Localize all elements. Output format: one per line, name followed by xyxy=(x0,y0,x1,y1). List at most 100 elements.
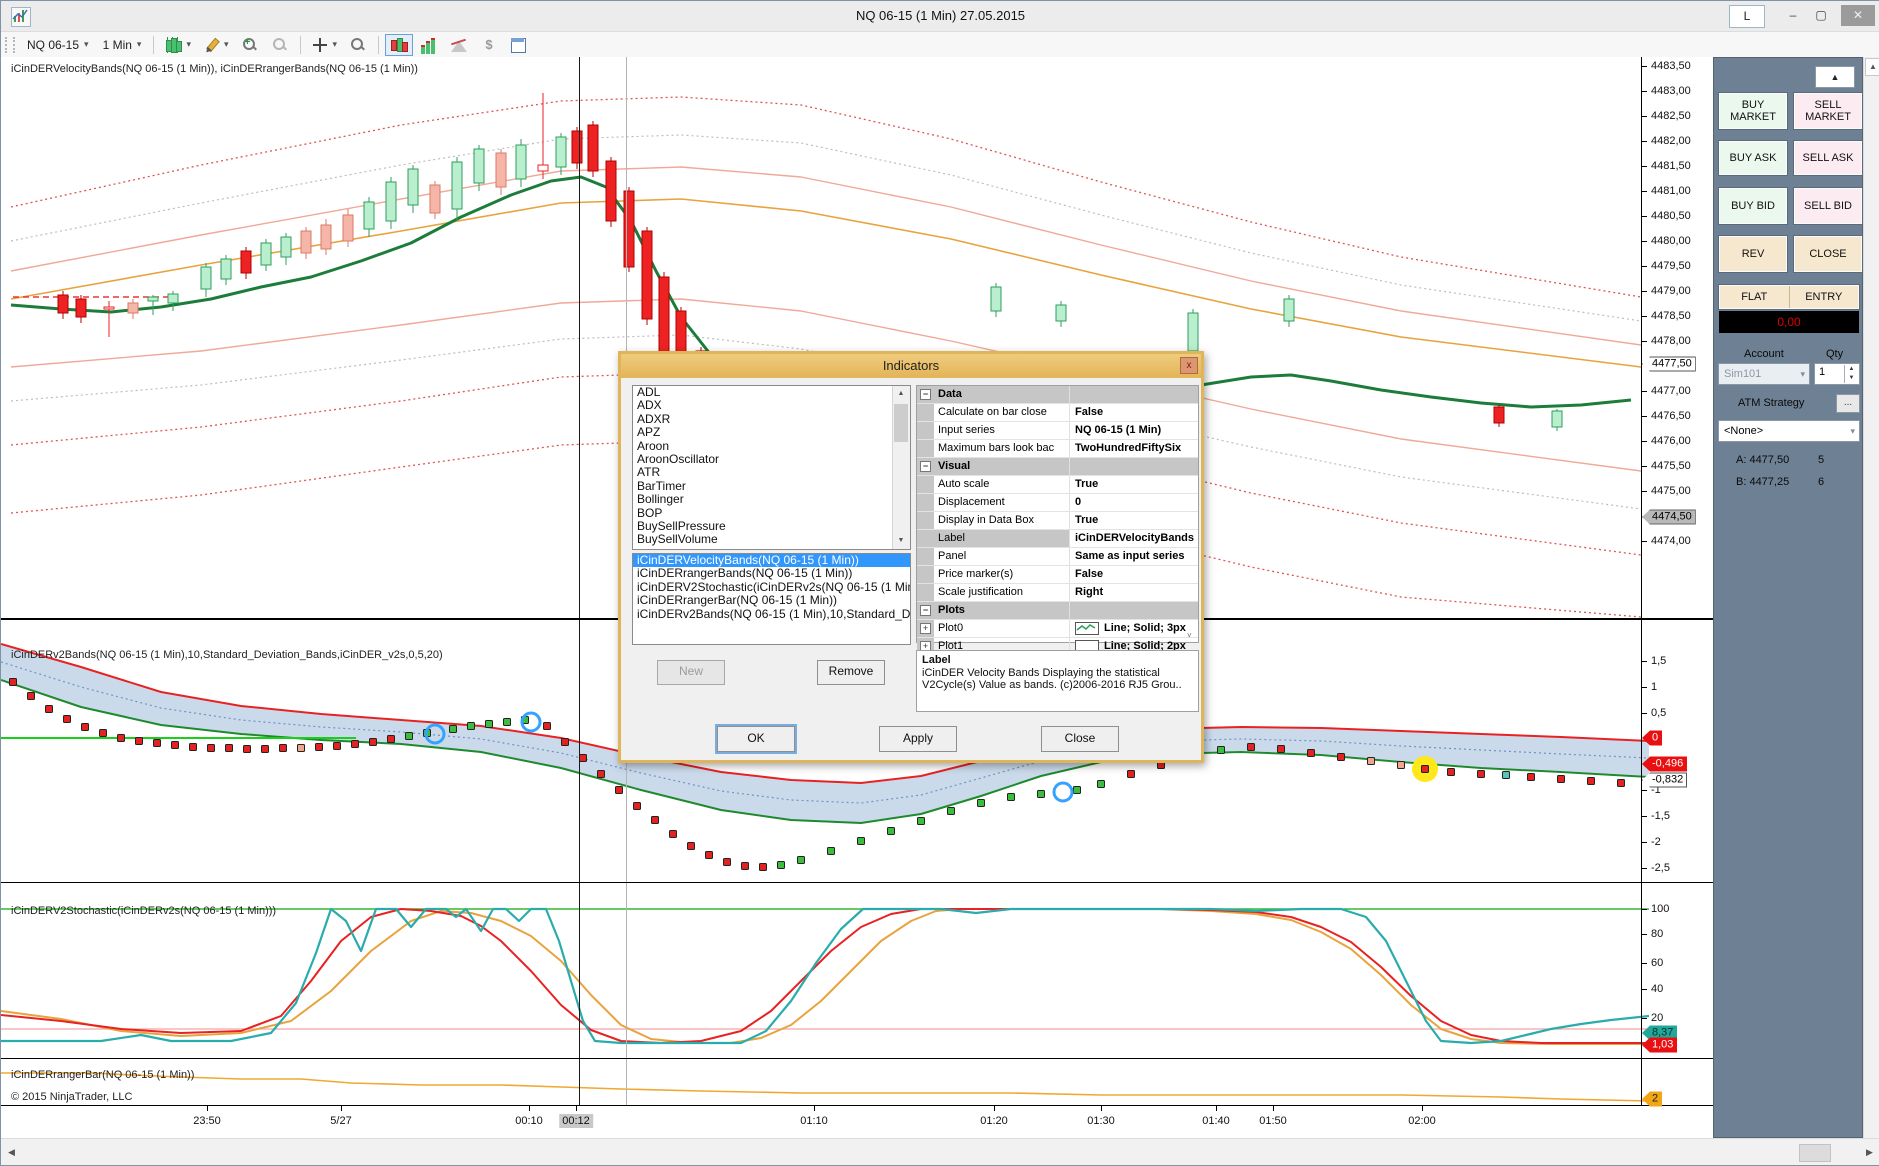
property-value[interactable]: iCinDERVelocityBands xyxy=(1075,532,1194,544)
indicator-list-item[interactable]: APZ xyxy=(637,425,661,440)
chart-trader-icon[interactable] xyxy=(385,33,414,56)
property-value[interactable]: Line; Solid; 2px xyxy=(1070,638,1198,655)
available-indicators-list[interactable]: ADL ADX ADXR APZ Aroon AroonOscillator ATR BarT… xyxy=(632,385,911,550)
dialog-close-icon[interactable]: x xyxy=(1180,357,1198,374)
property-row[interactable]: Input series NQ 06-15 (1 Min) xyxy=(917,422,1198,440)
indicator-list-item[interactable]: Bollinger xyxy=(637,492,684,507)
panel-separator[interactable] xyxy=(1,882,1713,883)
collapse-panel-button[interactable]: ▲ xyxy=(1815,66,1855,88)
collapse-box-icon[interactable]: − xyxy=(920,389,931,400)
vertical-scrollbar[interactable]: ▲ xyxy=(1863,57,1879,1138)
bars-icon[interactable] xyxy=(415,34,443,56)
property-value[interactable]: Line; Solid; 3px xyxy=(1070,620,1198,637)
close-dialog-button[interactable]: Close xyxy=(1041,726,1119,752)
property-row[interactable]: Auto scale True xyxy=(917,476,1198,494)
property-group-row[interactable]: − Visual xyxy=(917,458,1198,476)
maximize-button[interactable]: ▢ xyxy=(1815,8,1827,22)
cursor-crosshair-icon[interactable]: ▾ xyxy=(307,34,343,56)
property-value[interactable]: False xyxy=(1075,406,1104,418)
property-value[interactable]: NQ 06-15 (1 Min) xyxy=(1075,424,1162,436)
configured-indicator-item[interactable]: iCinDERrangerBar(NQ 06-15 (1 Min)) xyxy=(637,593,838,608)
configured-indicator-item[interactable]: iCinDERrangerBands(NQ 06-15 (1 Min)) xyxy=(637,566,853,581)
scroll-thumb[interactable] xyxy=(1799,1144,1831,1162)
indicator-list-item[interactable]: ADL xyxy=(637,386,661,399)
sell-market-button[interactable]: SELL MARKET xyxy=(1793,92,1863,130)
indicator-list-item[interactable]: BOP xyxy=(637,505,663,520)
indicator-list-item[interactable]: ATR xyxy=(637,465,661,480)
scroll-up-icon[interactable]: ▲ xyxy=(1865,58,1879,76)
expand-box-icon[interactable]: + xyxy=(920,623,931,634)
property-row[interactable]: Panel Same as input series xyxy=(917,548,1198,566)
property-row[interactable]: Maximum bars look bac TwoHundredFiftySix xyxy=(917,440,1198,458)
collapse-box-icon[interactable]: − xyxy=(920,461,931,472)
property-group-row[interactable]: − Data xyxy=(917,386,1198,404)
zoom-in-icon[interactable]: + xyxy=(236,34,264,56)
entry-button[interactable]: ENTRY xyxy=(1789,286,1858,308)
property-value[interactable]: Same as input series xyxy=(1075,550,1185,562)
rangerbar-panel[interactable] xyxy=(1,1059,1650,1110)
indicator-list-item[interactable]: BarTimer xyxy=(637,478,686,493)
property-group-row[interactable]: − Plots xyxy=(917,602,1198,620)
buy-ask-button[interactable]: BUY ASK xyxy=(1718,140,1788,176)
qty-down-icon[interactable]: ▼ xyxy=(1844,374,1858,383)
qty-up-icon[interactable]: ▲ xyxy=(1844,365,1858,374)
chart-style-icon[interactable]: ▾ xyxy=(160,34,196,56)
property-row[interactable]: Display in Data Box True xyxy=(917,512,1198,530)
property-row[interactable]: Price marker(s) False xyxy=(917,566,1198,584)
link-button[interactable]: L xyxy=(1729,5,1765,28)
atm-options-button[interactable]: ... xyxy=(1836,394,1860,413)
data-grid-icon[interactable] xyxy=(505,34,533,56)
indicator-list-item[interactable]: BuySellVolume xyxy=(637,532,718,547)
configured-indicators-list[interactable]: iCinDERVelocityBands(NQ 06-15 (1 Min)) iC… xyxy=(632,553,911,645)
drawing-tools-icon[interactable]: ▾ xyxy=(198,34,234,56)
apply-button[interactable]: Apply xyxy=(879,726,957,752)
horizontal-scrollbar[interactable]: ◀ ▶ xyxy=(1,1138,1879,1165)
property-row[interactable]: Calculate on bar close False xyxy=(917,404,1198,422)
close-button[interactable]: ✕ xyxy=(1841,5,1875,26)
property-row[interactable]: Label iCinDERVelocityBands xyxy=(917,530,1198,548)
time-axis[interactable]: 23:50 5/27 00:10 00:12 01:10 01:20 01:30 01:40 0… xyxy=(1,1105,1713,1138)
property-row[interactable]: + Plot0 Line; Solid; 3px xyxy=(917,620,1198,638)
scroll-right-icon[interactable]: ▶ xyxy=(1866,1147,1873,1157)
scroll-thumb[interactable] xyxy=(894,404,908,442)
scroll-left-icon[interactable]: ◀ xyxy=(8,1147,15,1157)
interval-selector[interactable]: 1 Min ▾ xyxy=(102,37,142,52)
account-selector[interactable]: Sim101 ▾ xyxy=(1718,363,1810,385)
indicator-list-item[interactable]: Aroon xyxy=(637,438,670,453)
configured-indicator-item[interactable]: iCinDERv2Bands(NQ 06-15 (1 Min),10,Stand… xyxy=(637,606,911,621)
quantity-stepper[interactable]: 1 ▲ ▼ xyxy=(1814,363,1860,385)
list-scrollbar[interactable]: ▲ ▼ xyxy=(892,386,910,549)
configured-indicator-item[interactable]: iCinDERV2Stochastic(iCinDERv2s(NQ 06-15 … xyxy=(637,579,911,594)
zoom-out-icon[interactable] xyxy=(266,34,294,56)
scroll-down-icon[interactable]: ˅ xyxy=(1187,631,1192,640)
indicator-list-item[interactable]: BuySellPressure xyxy=(637,518,726,533)
data-box-icon[interactable] xyxy=(344,34,372,56)
region-chart-icon[interactable] xyxy=(445,34,473,56)
indicator-list-item[interactable]: ADX xyxy=(637,398,662,413)
scroll-up-icon[interactable]: ▲ xyxy=(893,386,909,402)
collapse-box-icon[interactable]: − xyxy=(920,605,931,616)
property-value[interactable]: Right xyxy=(1075,586,1104,598)
indicator-list-item[interactable]: ADXR xyxy=(637,411,671,426)
property-value[interactable]: True xyxy=(1075,514,1099,526)
property-value[interactable]: True xyxy=(1075,478,1099,490)
property-value[interactable]: False xyxy=(1075,568,1104,580)
property-row[interactable]: Displacement 0 xyxy=(917,494,1198,512)
property-row[interactable]: Scale justification Right xyxy=(917,584,1198,602)
configured-indicator-item[interactable]: iCinDERVelocityBands(NQ 06-15 (1 Min)) xyxy=(633,554,910,568)
atm-strategy-selector[interactable]: <None> ▾ xyxy=(1718,420,1860,442)
indicator-list-item[interactable]: AroonOscillator xyxy=(637,451,720,466)
stochastic-panel[interactable] xyxy=(1,883,1650,1064)
close-button[interactable]: CLOSE xyxy=(1793,235,1863,273)
new-button[interactable]: New xyxy=(657,660,725,685)
flat-button[interactable]: FLAT xyxy=(1720,286,1790,308)
dialog-title[interactable]: Indicators xyxy=(621,354,1201,378)
rev-button[interactable]: REV xyxy=(1718,235,1788,273)
v2bands-panel[interactable] xyxy=(1,622,1650,888)
scroll-down-icon[interactable]: ▼ xyxy=(893,533,909,549)
property-value[interactable]: TwoHundredFiftySix xyxy=(1075,442,1182,454)
ok-button[interactable]: OK xyxy=(715,724,797,754)
remove-button[interactable]: Remove xyxy=(817,660,885,685)
instrument-selector[interactable]: NQ 06-15 ▾ xyxy=(27,37,89,52)
